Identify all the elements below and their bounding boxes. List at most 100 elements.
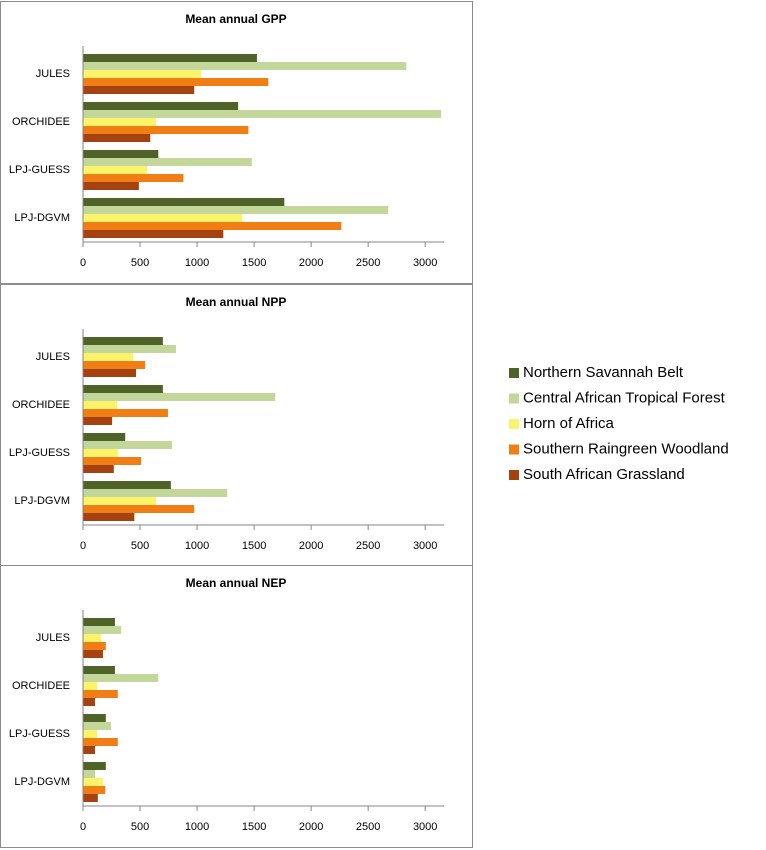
x-tick-label: 2000: [299, 540, 323, 552]
legend-label: Northern Savannah Belt: [523, 364, 684, 381]
legend-label: South African Grassland: [523, 466, 685, 483]
bar: [83, 230, 224, 238]
bar: [83, 794, 98, 802]
bar: [83, 722, 111, 730]
bar: [83, 513, 135, 521]
bar: [83, 738, 118, 746]
bar: [83, 666, 115, 674]
panel: [0, 284, 473, 567]
bar: [83, 481, 171, 489]
y-tick-label: LPJ-GUESS: [9, 164, 70, 176]
bar: [83, 650, 103, 658]
y-tick-label: ORCHIDEE: [12, 116, 70, 128]
bar: [83, 682, 98, 690]
x-tick-label: 3000: [413, 821, 437, 833]
bar: [83, 433, 126, 441]
bar: [83, 489, 228, 497]
x-tick-label: 2500: [356, 257, 380, 269]
bar: [83, 62, 407, 70]
bar: [83, 441, 172, 449]
panel: [0, 565, 473, 848]
x-tick-label: 3000: [413, 540, 437, 552]
y-tick-label: ORCHIDEE: [12, 399, 70, 411]
bar: [83, 361, 146, 369]
bar: [83, 409, 168, 417]
legend-swatch: [509, 393, 519, 404]
bar: [83, 770, 95, 778]
y-tick-label: LPJ-DGVM: [14, 212, 70, 224]
y-tick-label: JULES: [36, 351, 70, 363]
bar: [83, 618, 115, 626]
bar: [83, 353, 134, 361]
x-tick-label: 3000: [413, 257, 437, 269]
x-tick-label: 0: [80, 257, 86, 269]
bar: [83, 778, 103, 786]
x-tick-label: 1000: [185, 821, 209, 833]
bar: [83, 166, 147, 174]
y-tick-label: LPJ-GUESS: [9, 728, 70, 740]
bar: [83, 690, 118, 698]
bar: [83, 786, 106, 794]
x-tick-label: 500: [131, 257, 149, 269]
bar: [83, 174, 184, 182]
bar: [83, 730, 98, 738]
x-tick-label: 1500: [242, 257, 266, 269]
bar: [83, 762, 106, 770]
bar: [83, 150, 159, 158]
bar: [83, 337, 163, 345]
bar: [83, 78, 269, 86]
bar: [83, 417, 113, 425]
bar: [83, 698, 95, 706]
bar: [83, 345, 176, 353]
bar: [83, 126, 249, 134]
legend-swatch: [509, 470, 519, 480]
x-tick-label: 1500: [242, 540, 266, 552]
y-tick-label: JULES: [36, 68, 70, 80]
y-tick-label: LPJ-DGVM: [14, 495, 70, 507]
chart-title: Mean annual GPP: [185, 12, 286, 26]
bar: [83, 198, 285, 206]
bar: [83, 674, 159, 682]
x-tick-label: 0: [80, 821, 86, 833]
bar: [83, 158, 252, 166]
bar: [83, 626, 122, 634]
x-tick-label: 0: [80, 540, 86, 552]
bar: [83, 118, 156, 126]
bar: [83, 102, 239, 110]
bar: [83, 110, 442, 118]
legend-swatch: [509, 368, 519, 378]
y-tick-label: LPJ-GUESS: [9, 447, 70, 459]
legend-swatch: [509, 444, 519, 455]
bar: [83, 206, 389, 214]
y-tick-label: LPJ-DGVM: [14, 776, 70, 788]
bar: [83, 642, 106, 650]
bar: [83, 465, 114, 473]
legend-label: Horn of Africa: [523, 415, 615, 432]
bar: [83, 393, 276, 401]
legend-swatch: [509, 419, 519, 429]
bar: [83, 214, 243, 222]
panel: [0, 1, 473, 284]
x-tick-label: 500: [131, 821, 149, 833]
chart-title: Mean annual NEP: [186, 576, 287, 590]
x-tick-label: 500: [131, 540, 149, 552]
y-tick-label: JULES: [36, 632, 70, 644]
bar: [83, 182, 139, 190]
bar: [83, 70, 202, 78]
bar: [83, 634, 102, 642]
bar: [83, 497, 156, 505]
x-tick-label: 2500: [356, 540, 380, 552]
chart-title: Mean annual NPP: [186, 295, 287, 309]
x-tick-label: 2000: [299, 257, 323, 269]
legend-label: Central African Tropical Forest: [523, 389, 726, 406]
bar: [83, 505, 195, 513]
bar: [83, 134, 151, 142]
x-tick-label: 1500: [242, 821, 266, 833]
bar: [83, 385, 163, 393]
bar: [83, 746, 95, 754]
x-tick-label: 1000: [185, 540, 209, 552]
x-tick-label: 1000: [185, 257, 209, 269]
x-tick-label: 2500: [356, 821, 380, 833]
bar: [83, 714, 106, 722]
